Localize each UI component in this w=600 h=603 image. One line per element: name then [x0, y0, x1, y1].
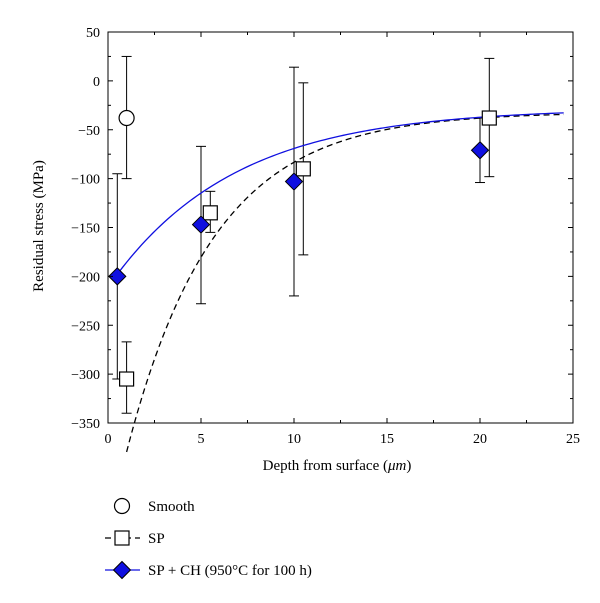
x-axis-label-end: )	[406, 458, 411, 474]
y-tick-label: 0	[93, 75, 100, 90]
x-axis-label: Depth from surface (μm)	[263, 458, 412, 474]
data-point-diamond	[191, 215, 211, 234]
x-tick-label: 15	[380, 432, 394, 447]
data-point-square	[481, 110, 497, 126]
fit-lines	[114, 112, 564, 453]
x-tick-label: 10	[287, 432, 301, 447]
y-tick-label: −150	[71, 222, 100, 237]
y-tick-label: −100	[71, 173, 100, 188]
data-point-circle	[118, 109, 135, 127]
x-tick-label: 5	[198, 432, 205, 447]
fit-curve-diamond	[114, 112, 564, 278]
legend-label: SP + CH (950°C for 100 h)	[148, 563, 312, 579]
error-bars	[112, 55, 495, 414]
legend-marker-diamond	[112, 560, 132, 580]
legend-marker-square	[114, 530, 130, 546]
x-tick-label: 20	[473, 432, 487, 447]
legend-label: SP	[148, 531, 165, 547]
legend-marker-circle	[113, 497, 131, 515]
data-point-diamond	[108, 267, 127, 286]
x-tick-label: 25	[566, 432, 580, 447]
y-tick-label: −250	[71, 319, 100, 334]
data-point-diamond	[284, 172, 304, 191]
y-tick-label: −300	[71, 368, 100, 383]
axes: 50 0 −50 −100 −150 −200 −250 −300 −350 0 5 10 15 20 25	[71, 26, 580, 447]
x-tick-label: 0	[105, 432, 112, 447]
y-axis-label: Residual stress (MPa)	[31, 160, 47, 292]
y-tick-label: −50	[78, 124, 100, 139]
legend-label: Smooth	[148, 499, 195, 515]
data-point-square	[202, 205, 218, 221]
y-tick-label: −200	[71, 270, 100, 285]
x-axis-label-main: Depth from surface (	[263, 458, 388, 474]
data-point-diamond	[470, 141, 490, 160]
data-point-square	[295, 161, 311, 177]
fit-curve-square	[125, 113, 564, 453]
data-markers	[108, 109, 497, 387]
y-tick-label: 50	[86, 26, 100, 41]
x-axis-label-unit: μm	[387, 458, 407, 474]
data-point-square	[118, 371, 135, 387]
y-tick-label: −350	[71, 417, 100, 432]
plot-frame	[107, 31, 574, 424]
legend: Smooth SP SP + CH (950°C for 100 h)	[105, 497, 312, 580]
